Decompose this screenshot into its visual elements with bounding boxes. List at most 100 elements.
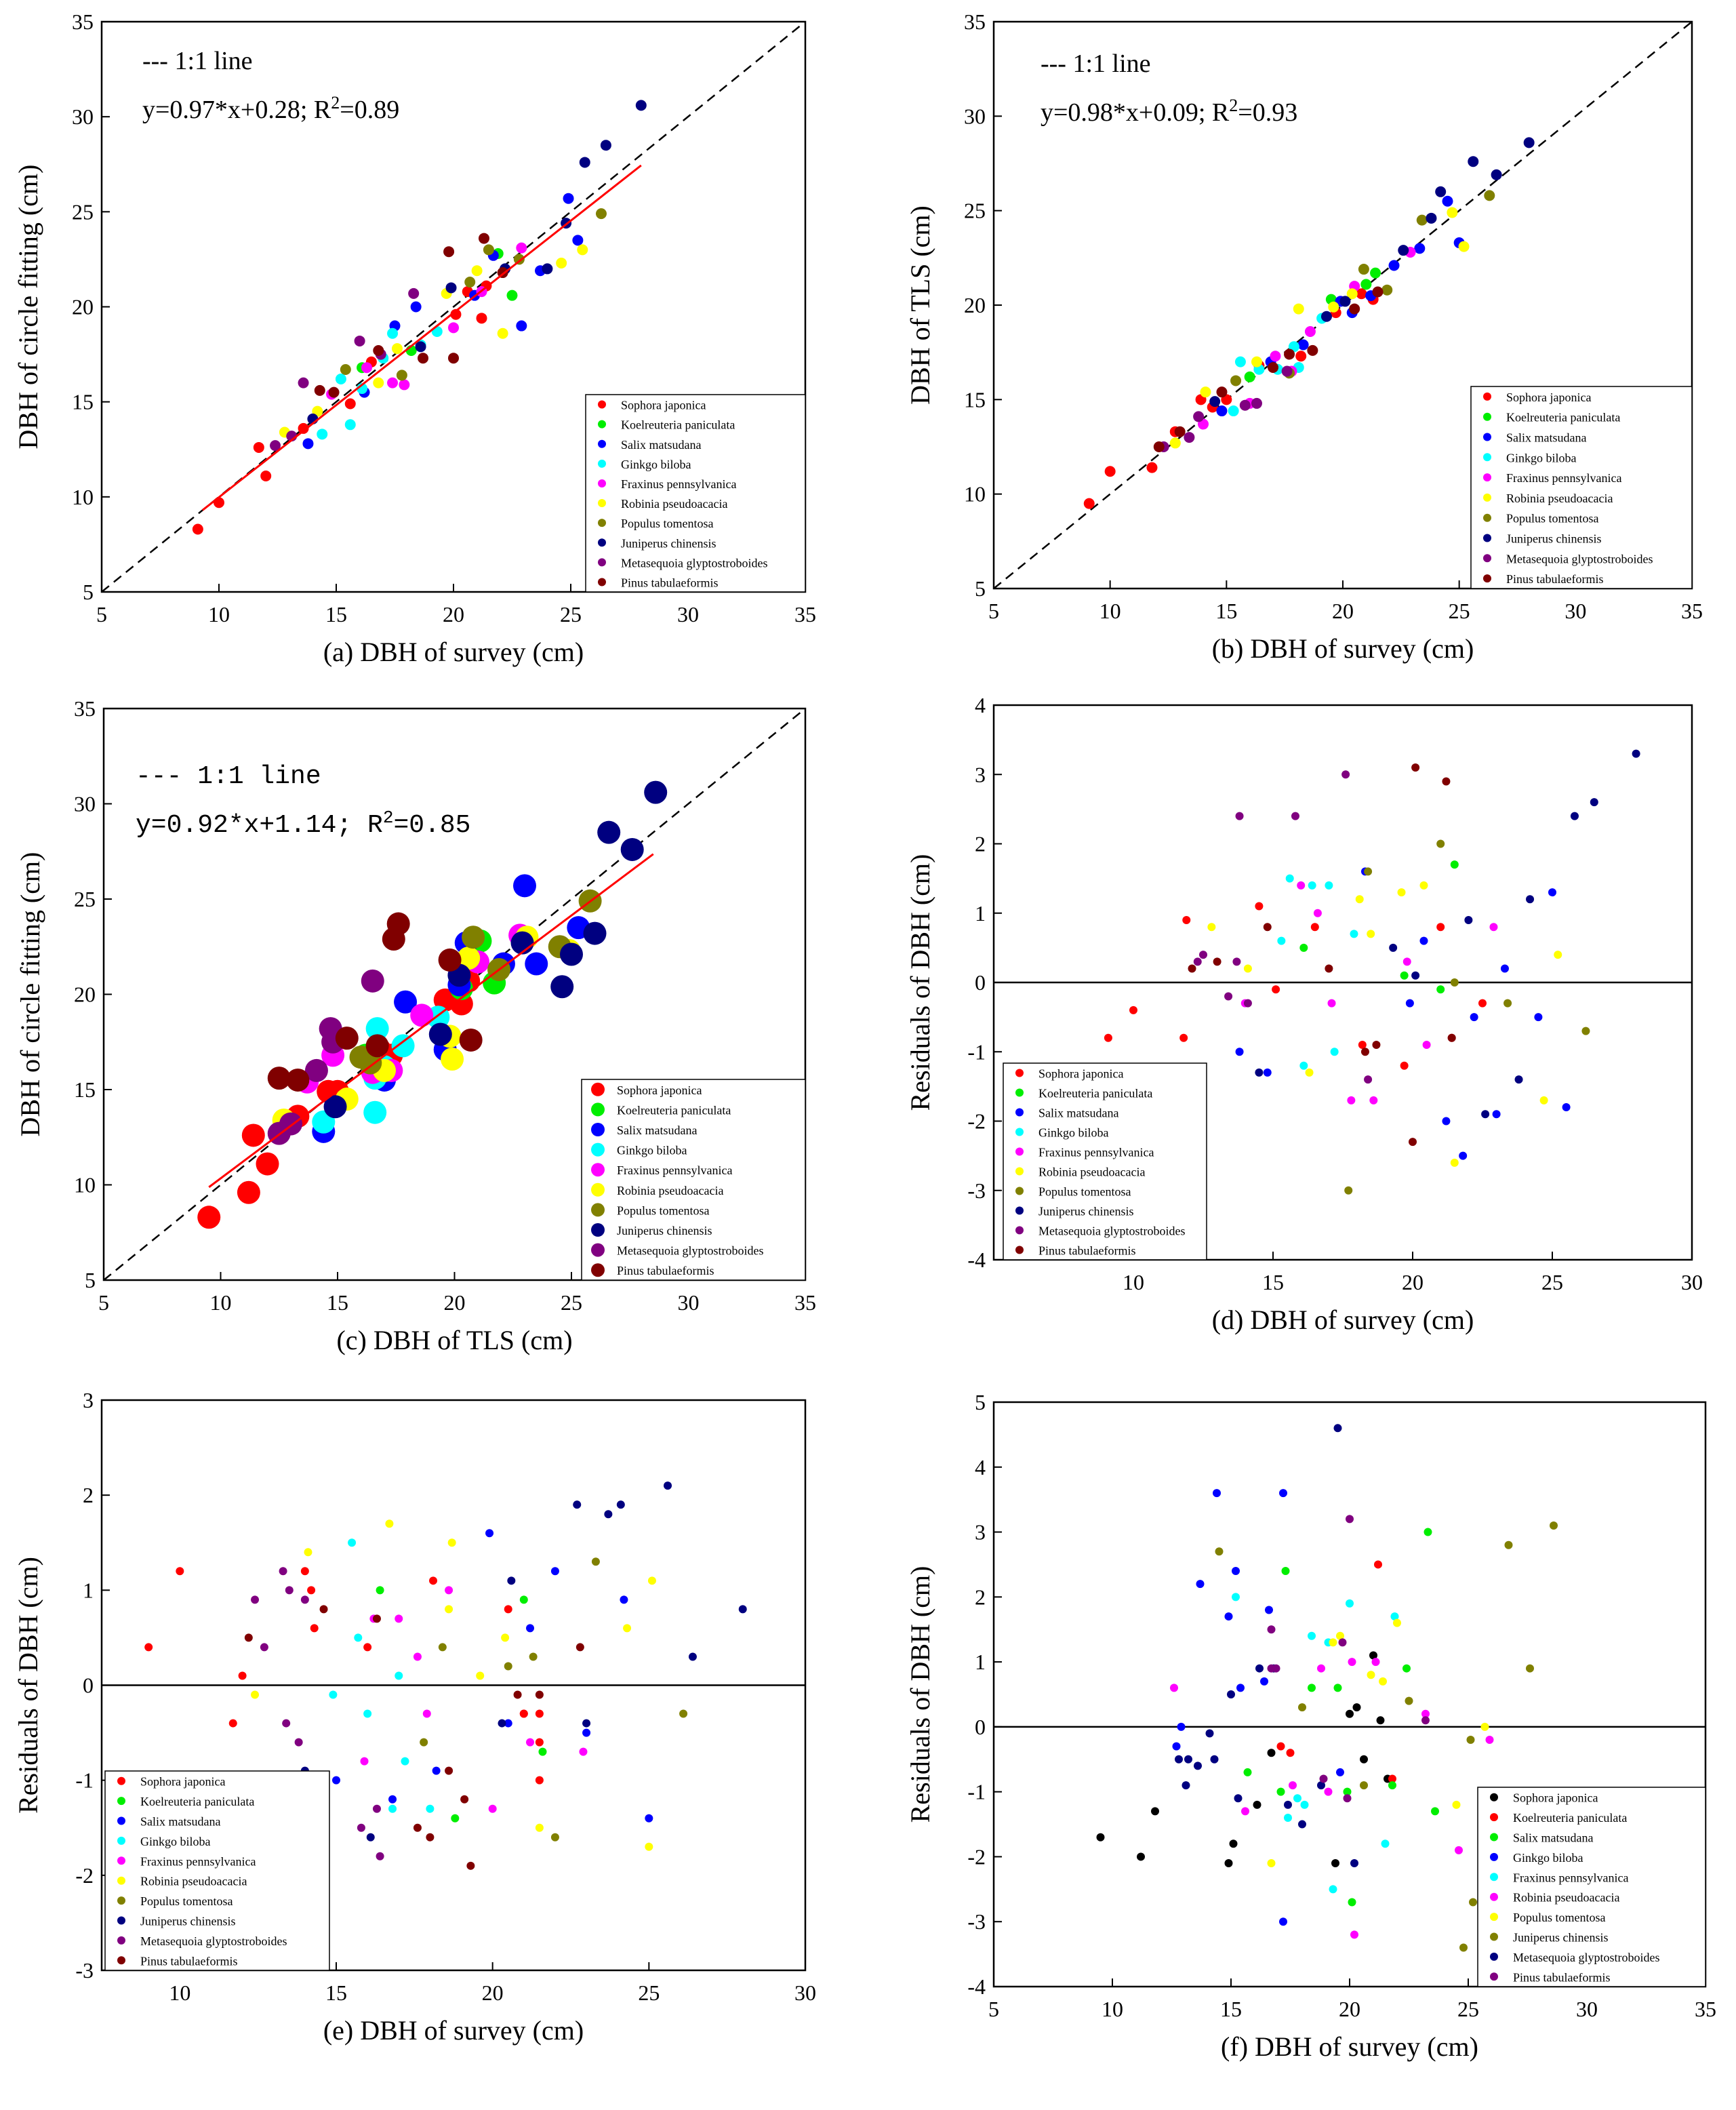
data-point [279,1567,287,1576]
data-point [1364,1075,1373,1084]
legend-label: Populus tomentosa [617,1203,710,1217]
data-point [1255,1664,1264,1673]
data-point [597,820,621,844]
data-point [1317,1781,1325,1790]
data-point [576,1643,584,1652]
legend-label: Koelreuteria paniculata [621,418,735,432]
data-point [1374,1560,1382,1569]
legend-marker [1483,513,1491,522]
data-point [1526,895,1535,904]
x-tick-label: 10 [1102,1997,1123,2021]
legend-label: Robinia pseudoacacia [1038,1166,1145,1179]
data-point [604,1510,613,1519]
data-point [1325,881,1333,890]
data-point [1276,1787,1285,1796]
data-point [441,1048,464,1071]
y-axis-label: Residuals of DBH (cm) [905,854,935,1111]
legend-label: Pinus tabulaeformis [621,576,718,589]
data-point [298,377,309,389]
y-tick-label: 35 [964,9,986,34]
legend-marker [1483,433,1491,441]
data-point [228,1719,237,1728]
legend-label: Populus tomentosa [1506,512,1599,525]
legend-marker [1015,1206,1024,1215]
data-point [376,1852,384,1860]
regression-line [201,164,642,511]
series-populus-tomentosa [1344,839,1590,1195]
data-point [1188,964,1196,973]
data-point [394,990,418,1014]
data-point [391,1034,415,1058]
data-point [550,975,574,999]
legend-label: Juniperus chinensis [1038,1205,1133,1218]
legend-label: Populus tomentosa [140,1894,233,1908]
data-point [679,1709,688,1718]
data-point [1243,999,1252,1008]
y-tick-label: 4 [975,693,986,717]
data-point [426,1804,435,1813]
data-point [1348,1898,1356,1907]
data-point [413,1823,422,1832]
data-point [1388,1781,1396,1790]
data-point [1272,1664,1280,1673]
data-point [354,335,365,346]
data-point [307,1586,316,1595]
legend-label: Salix matsudana [1506,431,1586,445]
data-point [1251,356,1262,367]
data-point [323,1095,347,1119]
data-point [1398,245,1409,256]
data-point [365,1017,389,1041]
data-point [1169,437,1181,449]
data-point [1137,1852,1145,1861]
data-point [560,942,583,966]
annotation-equation: y=0.98*x+0.09; R2=0.93 [1041,96,1297,127]
series-pinus-tabulaeformis [267,912,483,1092]
y-tick-label: 15 [74,1077,96,1102]
panel-a-chart: 5 10 15 20 25 30 35 5 10 15 20 25 30 35 (a) DBH of sur… [13,9,816,667]
data-point [1376,1716,1385,1725]
data-point [1590,798,1598,807]
panel-e-chart: 10 15 20 25 30 -3 -2 -1 0 1 2 3 (e) DBH of survey (c… [13,1388,816,2046]
data-point [1397,888,1406,897]
legend-label: Salix matsudana [621,438,701,452]
data-point [1367,930,1375,938]
legend-label: Robinia pseudoacacia [621,497,727,511]
data-point [1304,326,1316,338]
data-point [244,1633,253,1642]
data-point [459,1028,483,1052]
data-point [645,1814,653,1823]
x-axis-label: (c) DBH of TLS (cm) [336,1325,572,1355]
data-point [335,374,346,385]
data-point [1229,1839,1238,1848]
legend-marker [117,1916,125,1925]
legend-label: Pinus tabulaeformis [617,1264,714,1277]
data-point [388,1804,397,1813]
data-point [1172,1742,1181,1751]
legend-marker [1490,1952,1498,1961]
legend-box [1470,386,1693,589]
data-point [1281,365,1293,377]
data-point [1393,1618,1401,1627]
x-tick-label: 25 [561,1290,582,1315]
data-point [298,422,309,434]
data-point [344,398,356,410]
x-tick-label: 20 [1402,1270,1424,1294]
data-point [1348,1658,1356,1667]
y-tick-label: 3 [975,1520,986,1545]
data-point [1450,978,1459,987]
y-tick-label: 10 [72,485,94,509]
legend-marker [1490,1852,1498,1861]
x-tick-label: 10 [1099,599,1121,623]
data-point [476,313,487,324]
data-point [620,837,644,861]
data-point [420,1738,428,1747]
data-point [471,265,483,277]
y-tick-label: -3 [75,1958,94,1983]
data-point [1199,951,1207,959]
legend-marker [591,1102,605,1117]
data-point [1319,1774,1328,1783]
data-point [1235,812,1244,820]
data-point [1129,1006,1137,1014]
data-point [1276,1742,1285,1751]
data-point [1284,1813,1292,1822]
